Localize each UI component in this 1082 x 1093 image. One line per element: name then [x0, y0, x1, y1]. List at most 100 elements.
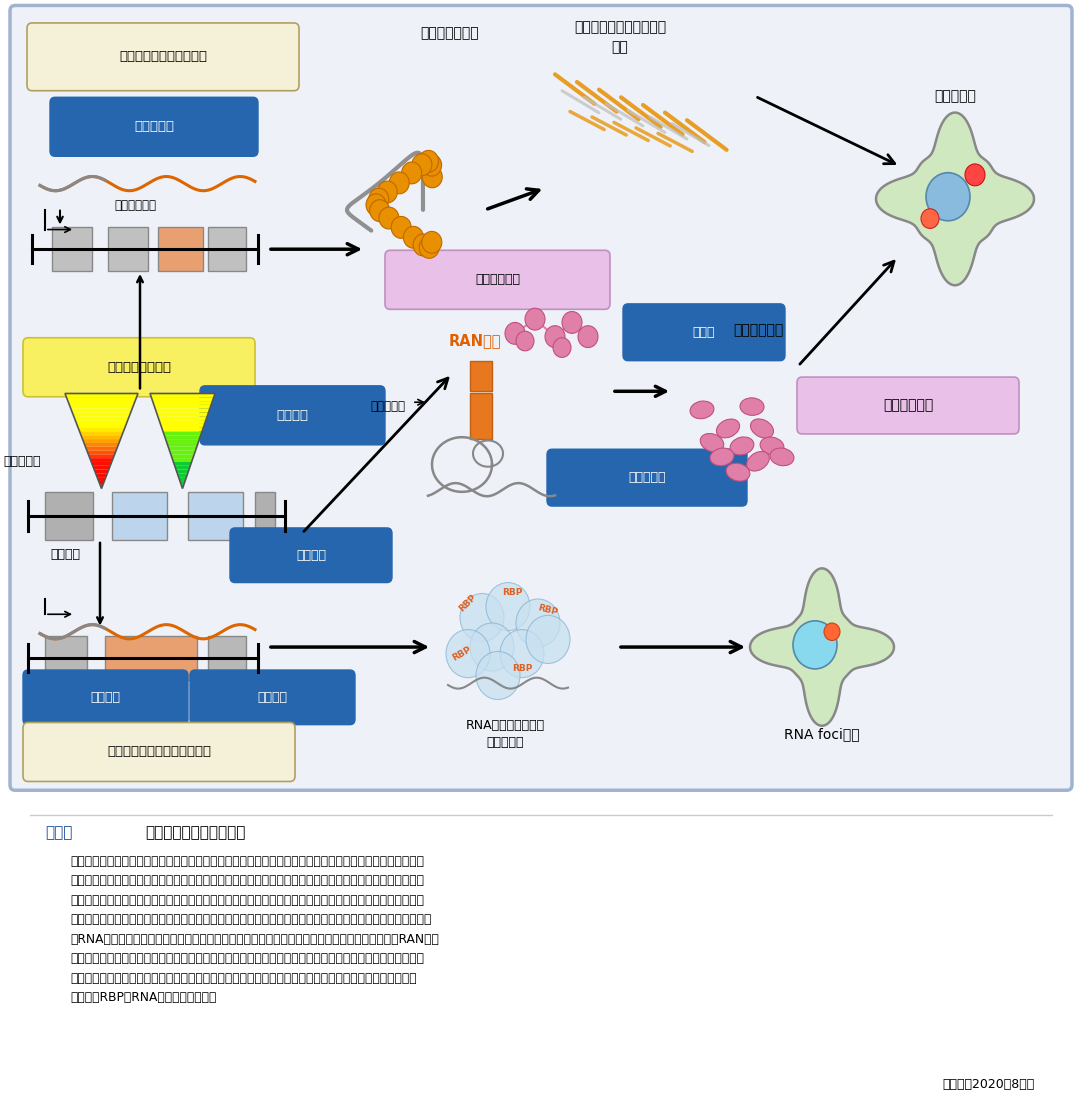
Circle shape	[392, 216, 411, 238]
Polygon shape	[77, 424, 127, 427]
Polygon shape	[151, 397, 214, 401]
Text: 最近のロングリードシークエンス技術の進展により，次々と新たなリピート病が発見され，疾患概念が拡大
しつつある（石浦の稿）．ポリグルタミン病などのコーディングリピ: 最近のロングリードシークエンス技術の進展により，次々と新たなリピート病が発見され…	[70, 855, 439, 1004]
Circle shape	[545, 326, 565, 348]
Bar	[108, 227, 148, 271]
Polygon shape	[160, 424, 204, 427]
Bar	[45, 492, 93, 540]
Polygon shape	[176, 470, 189, 473]
FancyBboxPatch shape	[547, 449, 747, 506]
Circle shape	[553, 338, 571, 357]
Circle shape	[578, 326, 598, 348]
Ellipse shape	[740, 398, 764, 415]
Polygon shape	[161, 427, 203, 432]
Polygon shape	[181, 485, 184, 489]
Ellipse shape	[760, 437, 783, 455]
Text: 概念図: 概念図	[45, 825, 72, 841]
Polygon shape	[70, 409, 132, 412]
FancyBboxPatch shape	[230, 528, 392, 583]
Circle shape	[486, 583, 530, 631]
Ellipse shape	[726, 463, 750, 481]
Bar	[158, 227, 203, 271]
Polygon shape	[166, 439, 199, 443]
Polygon shape	[154, 404, 211, 409]
Polygon shape	[98, 481, 105, 485]
FancyBboxPatch shape	[23, 670, 188, 725]
Circle shape	[419, 236, 439, 258]
Ellipse shape	[716, 419, 740, 438]
Bar	[105, 636, 197, 680]
Circle shape	[926, 173, 969, 221]
Bar	[45, 636, 87, 680]
Text: ノンコーディングリピート病: ノンコーディングリピート病	[107, 745, 211, 759]
FancyBboxPatch shape	[797, 377, 1019, 434]
Text: RBP: RBP	[451, 645, 473, 662]
Ellipse shape	[751, 419, 774, 438]
Polygon shape	[100, 485, 103, 489]
Polygon shape	[76, 420, 128, 424]
Bar	[208, 227, 246, 271]
Polygon shape	[84, 443, 119, 447]
Circle shape	[379, 208, 399, 230]
Circle shape	[562, 312, 582, 333]
Polygon shape	[95, 473, 107, 478]
Bar	[470, 393, 492, 439]
Text: イントロン: イントロン	[3, 455, 41, 468]
Circle shape	[422, 154, 441, 176]
Text: リピート伸長変異: リピート伸長変異	[107, 361, 171, 374]
Text: コーディングリピート病: コーディングリピート病	[119, 50, 207, 63]
FancyBboxPatch shape	[27, 23, 299, 91]
Text: ミスフォールディング・
凝集: ミスフォールディング・ 凝集	[573, 21, 667, 54]
Polygon shape	[153, 401, 212, 404]
Bar	[208, 636, 246, 680]
Polygon shape	[876, 113, 1034, 285]
Text: RNA結合タンパク質
の巻き込み: RNA結合タンパク質 の巻き込み	[465, 719, 544, 750]
FancyBboxPatch shape	[200, 386, 385, 445]
Polygon shape	[72, 412, 131, 416]
Ellipse shape	[700, 434, 724, 451]
Ellipse shape	[730, 437, 754, 455]
Polygon shape	[94, 470, 109, 473]
Text: 塩田の稿: 塩田の稿	[296, 549, 326, 562]
Text: RBP: RBP	[458, 592, 478, 614]
Circle shape	[500, 630, 544, 678]
Circle shape	[793, 621, 837, 669]
Polygon shape	[174, 466, 190, 470]
Circle shape	[965, 164, 985, 186]
Polygon shape	[93, 466, 110, 470]
Circle shape	[921, 209, 939, 228]
Ellipse shape	[747, 451, 769, 471]
Polygon shape	[180, 481, 185, 485]
Text: RAN翻訳: RAN翻訳	[449, 333, 501, 349]
Polygon shape	[82, 439, 120, 443]
Polygon shape	[150, 393, 215, 397]
Polygon shape	[87, 450, 116, 455]
Polygon shape	[170, 450, 196, 455]
FancyBboxPatch shape	[190, 670, 355, 725]
Polygon shape	[80, 432, 123, 435]
Polygon shape	[155, 409, 210, 412]
Polygon shape	[69, 404, 133, 409]
Circle shape	[446, 630, 490, 678]
Circle shape	[370, 200, 390, 222]
FancyBboxPatch shape	[10, 5, 1072, 790]
Text: リピート病研究の新展開: リピート病研究の新展開	[145, 825, 246, 841]
Circle shape	[824, 623, 840, 640]
Circle shape	[526, 615, 570, 663]
Text: RNA foci形成: RNA foci形成	[784, 728, 860, 741]
Polygon shape	[66, 397, 136, 401]
Polygon shape	[97, 478, 106, 481]
Text: RBP: RBP	[502, 588, 523, 597]
Polygon shape	[171, 455, 194, 458]
Polygon shape	[74, 416, 129, 420]
Polygon shape	[172, 458, 193, 462]
Polygon shape	[750, 568, 894, 726]
Circle shape	[413, 234, 433, 256]
Circle shape	[422, 166, 443, 188]
Text: リボゾーム: リボゾーム	[370, 400, 405, 413]
Bar	[188, 492, 243, 540]
Circle shape	[419, 151, 438, 173]
Text: 変異タンパク質: 変異タンパク質	[421, 26, 479, 39]
Circle shape	[378, 181, 397, 203]
Text: ペプチド凝集: ペプチド凝集	[733, 324, 783, 337]
Text: 石黒らの稿: 石黒らの稿	[629, 471, 665, 484]
